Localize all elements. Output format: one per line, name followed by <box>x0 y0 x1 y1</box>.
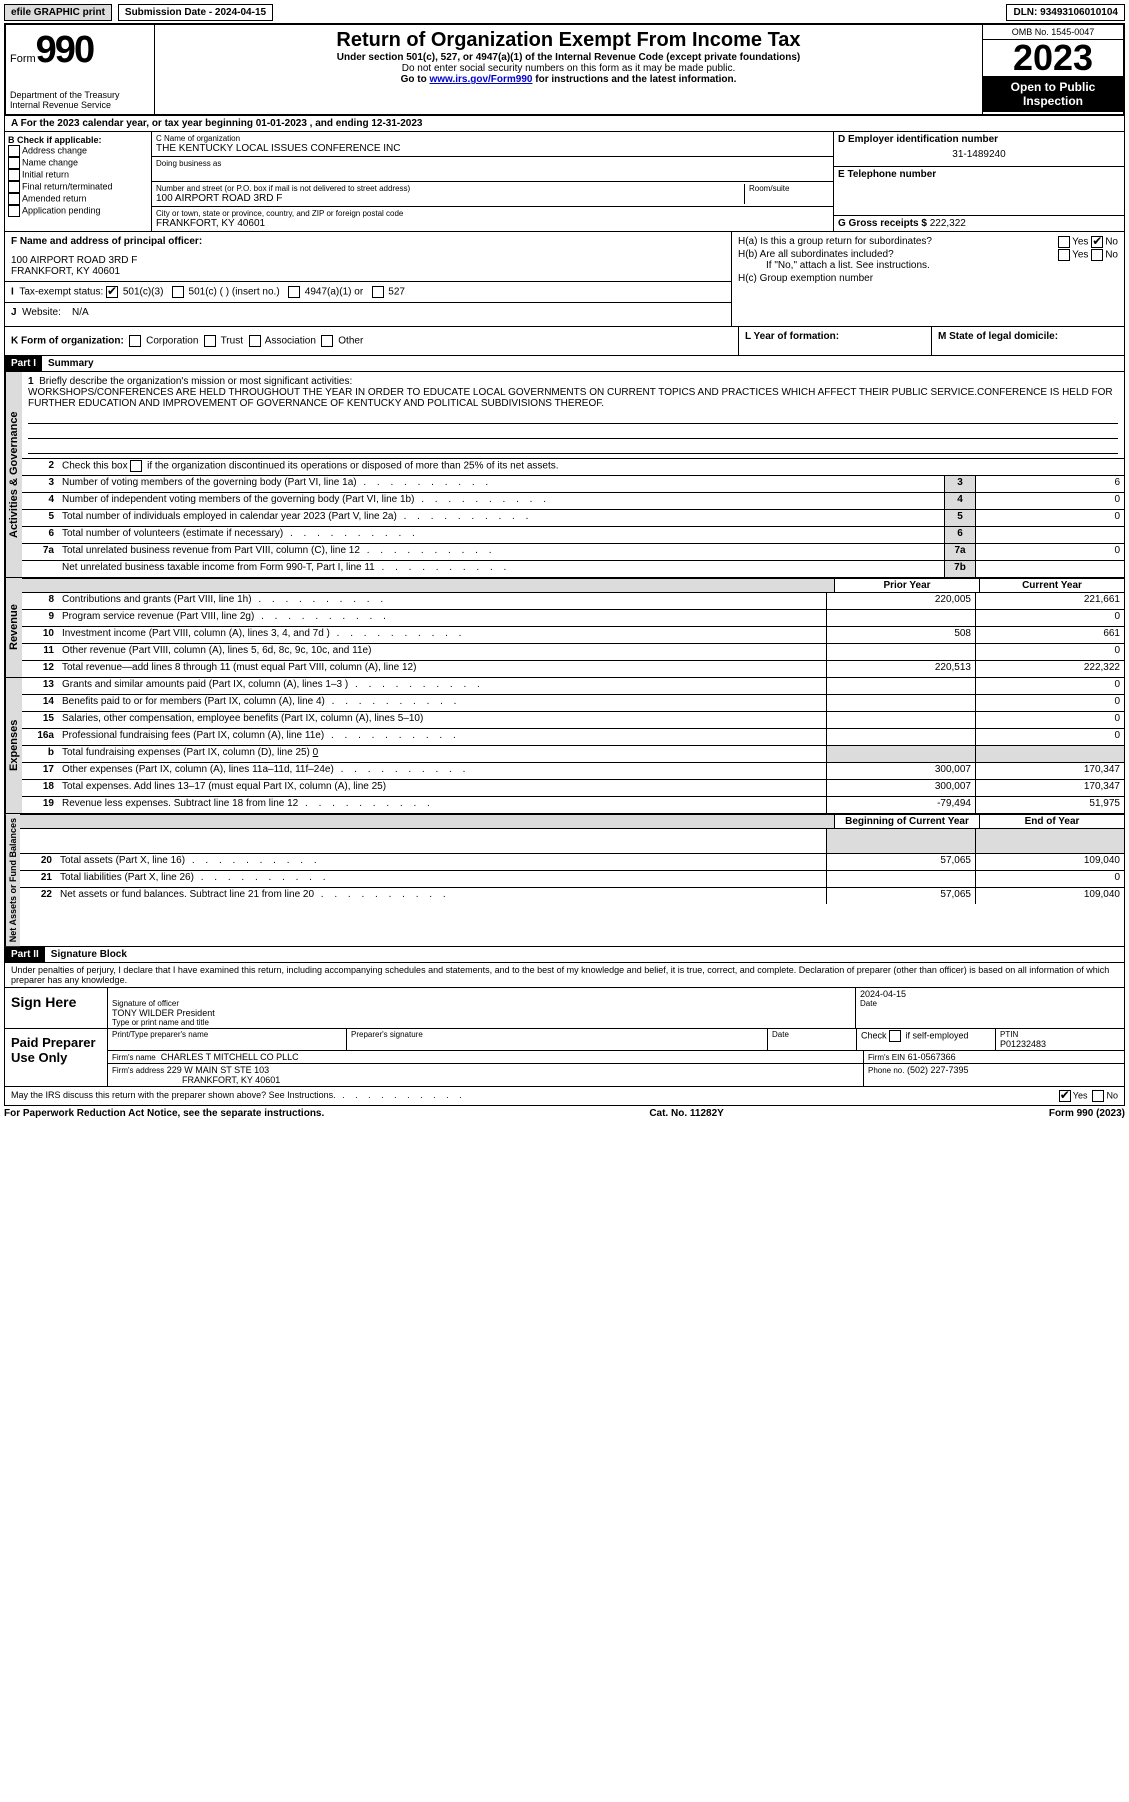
chk-corp[interactable] <box>129 335 141 347</box>
part1-header: Part I Summary <box>4 356 1125 372</box>
cat-no: Cat. No. 11282Y <box>649 1108 723 1119</box>
col-b: B Check if applicable: Address change Na… <box>5 132 152 231</box>
gross-receipts: 222,322 <box>930 218 966 229</box>
firm-name: CHARLES T MITCHELL CO PLLC <box>161 1052 299 1062</box>
chk-self-employed[interactable] <box>889 1030 901 1042</box>
val-5: 0 <box>975 510 1124 526</box>
declaration: Under penalties of perjury, I declare th… <box>5 963 1124 987</box>
col-de: D Employer identification number 31-1489… <box>833 132 1124 231</box>
dept-irs: Internal Revenue Service <box>10 100 150 110</box>
firm-addr2: FRANKFORT, KY 40601 <box>112 1075 859 1085</box>
tax-year: 2023 <box>983 40 1123 76</box>
chk-pending[interactable] <box>8 205 20 217</box>
revenue-table: Revenue Prior YearCurrent Year 8Contribu… <box>4 578 1125 678</box>
street-address: 100 AIRPORT ROAD 3RD F <box>156 193 744 204</box>
dept-treasury: Department of the Treasury <box>10 90 150 100</box>
form-word: Form <box>10 53 36 65</box>
firm-phone: (502) 227-7395 <box>907 1065 969 1075</box>
chk-discuss-yes[interactable] <box>1059 1090 1071 1102</box>
line-a: A For the 2023 calendar year, or tax yea… <box>4 116 1125 132</box>
val-4: 0 <box>975 493 1124 509</box>
efile-label: efile GRAPHIC print <box>4 4 112 21</box>
vlabel-netassets: Net Assets or Fund Balances <box>5 814 20 946</box>
sig-date: 2024-04-15 <box>860 989 1120 999</box>
subtitle2: Do not enter social security numbers on … <box>161 63 976 74</box>
chk-initial[interactable] <box>8 169 20 181</box>
chk-hb-yes[interactable] <box>1058 249 1070 261</box>
officer-addr1: 100 AIRPORT ROAD 3RD F <box>11 255 725 266</box>
vlabel-expenses: Expenses <box>5 678 22 813</box>
chk-hb-no[interactable] <box>1091 249 1103 261</box>
col-c: C Name of organization THE KENTUCKY LOCA… <box>152 132 833 231</box>
sign-here-label: Sign Here <box>5 988 108 1028</box>
section-fgh: F Name and address of principal officer:… <box>4 232 1125 327</box>
chk-amended[interactable] <box>8 193 20 205</box>
header-right: OMB No. 1545-0047 2023 Open to Public In… <box>982 25 1123 114</box>
city-state-zip: FRANKFORT, KY 40601 <box>156 218 829 229</box>
section-klm: K Form of organization: Corporation Trus… <box>4 327 1125 356</box>
chk-discontinued[interactable] <box>130 460 142 472</box>
mission-text: WORKSHOPS/CONFERENCES ARE HELD THROUGHOU… <box>28 387 1118 409</box>
chk-4947[interactable] <box>288 286 300 298</box>
expenses-table: Expenses 13Grants and similar amounts pa… <box>4 678 1125 814</box>
ptin: P01232483 <box>1000 1039 1120 1049</box>
officer-addr2: FRANKFORT, KY 40601 <box>11 266 725 277</box>
subtitle1: Under section 501(c), 527, or 4947(a)(1)… <box>161 52 976 63</box>
website: N/A <box>72 307 89 318</box>
org-name: THE KENTUCKY LOCAL ISSUES CONFERENCE INC <box>156 143 829 154</box>
vlabel-governance: Activities & Governance <box>5 372 22 577</box>
instructions-link[interactable]: www.irs.gov/Form990 <box>429 74 532 85</box>
val-7a: 0 <box>975 544 1124 560</box>
part2-header: Part II Signature Block <box>4 947 1125 963</box>
top-bar: efile GRAPHIC print Submission Date - 20… <box>4 4 1125 21</box>
firm-ein: 61-0567366 <box>908 1052 956 1062</box>
val-6 <box>975 527 1124 543</box>
chk-ha-yes[interactable] <box>1058 236 1070 248</box>
footer: For Paperwork Reduction Act Notice, see … <box>4 1106 1125 1121</box>
chk-trust[interactable] <box>204 335 216 347</box>
chk-ha-no[interactable] <box>1091 236 1103 248</box>
vlabel-revenue: Revenue <box>5 578 22 677</box>
form-title: Return of Organization Exempt From Incom… <box>161 29 976 52</box>
chk-527[interactable] <box>372 286 384 298</box>
header-left: Form990 Department of the Treasury Inter… <box>6 25 155 114</box>
chk-501c3[interactable] <box>106 286 118 298</box>
signature-block: Under penalties of perjury, I declare th… <box>4 963 1125 1106</box>
pra-notice: For Paperwork Reduction Act Notice, see … <box>4 1108 324 1119</box>
chk-name[interactable] <box>8 157 20 169</box>
val-3: 6 <box>975 476 1124 492</box>
paid-preparer-label: Paid Preparer Use Only <box>5 1029 108 1086</box>
chk-final[interactable] <box>8 181 20 193</box>
chk-501c[interactable] <box>172 286 184 298</box>
chk-other[interactable] <box>321 335 333 347</box>
officer-signature: TONY WILDER President <box>112 1008 851 1018</box>
ein: 31-1489240 <box>838 145 1120 164</box>
submission-date: Submission Date - 2024-04-15 <box>118 4 273 21</box>
firm-addr1: 229 W MAIN ST STE 103 <box>167 1065 269 1075</box>
open-public: Open to Public Inspection <box>983 76 1123 112</box>
chk-discuss-no[interactable] <box>1092 1090 1104 1102</box>
netassets-table: Net Assets or Fund Balances Beginning of… <box>4 814 1125 947</box>
subtitle3: Go to www.irs.gov/Form990 for instructio… <box>161 74 976 85</box>
form-ref: Form 990 (2023) <box>1049 1108 1125 1119</box>
dln: DLN: 93493106010104 <box>1006 4 1125 21</box>
val-7b <box>975 561 1124 577</box>
form-number: 990 <box>36 29 93 71</box>
form-header: Form990 Department of the Treasury Inter… <box>4 23 1125 116</box>
chk-address[interactable] <box>8 145 20 157</box>
header-mid: Return of Organization Exempt From Incom… <box>155 25 982 114</box>
governance-table: Activities & Governance 1 Briefly descri… <box>4 372 1125 578</box>
chk-assoc[interactable] <box>249 335 261 347</box>
entity-grid: B Check if applicable: Address change Na… <box>4 132 1125 232</box>
